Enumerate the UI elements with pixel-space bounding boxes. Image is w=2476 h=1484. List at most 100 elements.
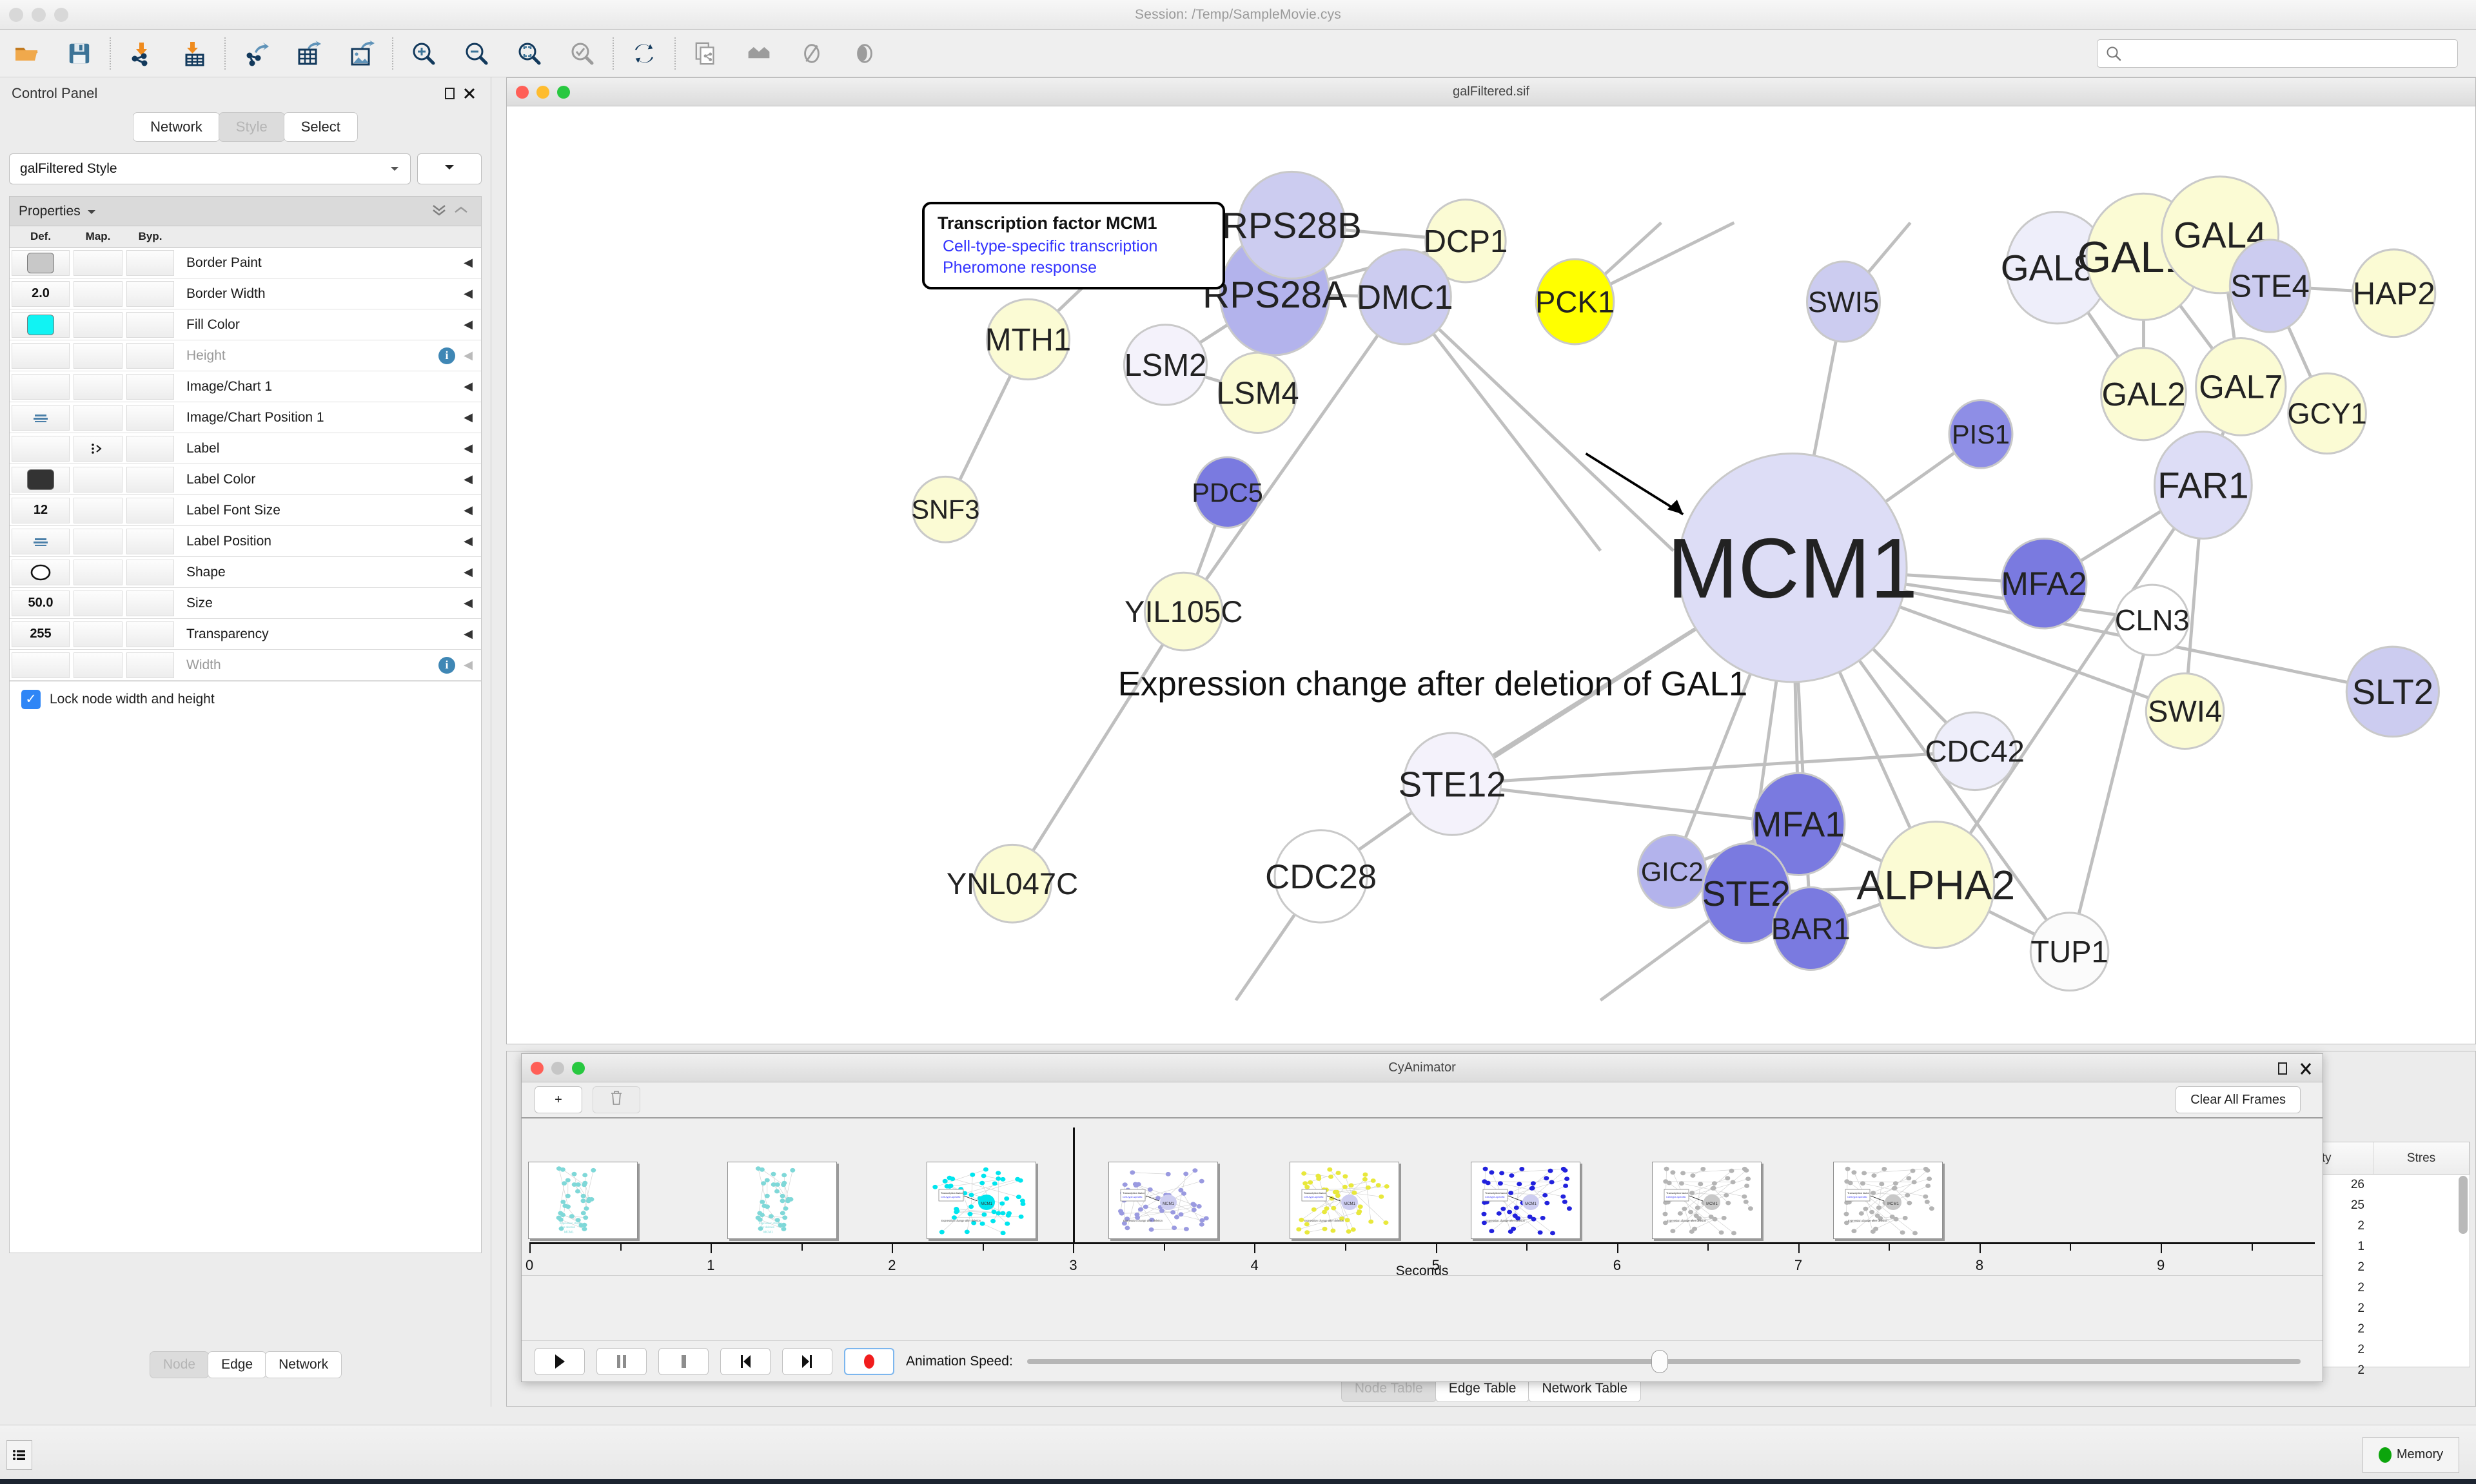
- network-node[interactable]: STE12: [1399, 732, 1506, 836]
- network-node[interactable]: PCK1: [1535, 258, 1615, 346]
- expand-arrow-icon[interactable]: ◀: [464, 380, 473, 393]
- property-row[interactable]: Image/Chart Position 1 ◀: [10, 402, 481, 433]
- style-options-menu-button[interactable]: [417, 153, 482, 184]
- property-bypass-cell[interactable]: [126, 652, 174, 678]
- expand-all-icon[interactable]: [428, 203, 450, 220]
- property-bypass-cell[interactable]: [126, 497, 174, 523]
- open-folder-icon[interactable]: [0, 30, 53, 77]
- column-header-stress[interactable]: Stres: [2373, 1142, 2470, 1174]
- property-default-cell[interactable]: [12, 342, 70, 369]
- cyanimator-timeline[interactable]: Expression change after deletion MCM1 Expre…: [522, 1118, 2323, 1276]
- property-mapping-cell[interactable]: [74, 249, 123, 276]
- status-list-icon[interactable]: [6, 1440, 32, 1470]
- animation-speed-slider[interactable]: [1027, 1349, 2301, 1373]
- property-row[interactable]: Image/Chart 1 ◀: [10, 371, 481, 402]
- property-default-cell[interactable]: [12, 311, 70, 338]
- table-row[interactable]: 1: [2277, 1236, 2470, 1257]
- network-node[interactable]: LSM2: [1123, 324, 1208, 406]
- network-node[interactable]: DMC1: [1357, 248, 1453, 346]
- timeline-frame[interactable]: MCM1 Transcription factor Cell-type-specif…: [927, 1162, 1037, 1239]
- property-row[interactable]: Border Paint ◀: [10, 248, 481, 278]
- network-edge[interactable]: [1404, 295, 1675, 552]
- network-node[interactable]: SWI4: [2145, 672, 2225, 750]
- property-default-cell[interactable]: [12, 652, 70, 678]
- lock-node-size-row[interactable]: ✓ Lock node width and height: [10, 681, 481, 717]
- property-row[interactable]: Height i ◀: [10, 340, 481, 371]
- table-row[interactable]: 2: [2277, 1319, 2470, 1340]
- new-network-icon[interactable]: [680, 30, 732, 77]
- property-mapping-cell[interactable]: [74, 435, 123, 462]
- close-cyanimator-button[interactable]: [531, 1061, 544, 1075]
- property-row[interactable]: Width i ◀: [10, 650, 481, 681]
- record-button[interactable]: [844, 1347, 894, 1375]
- color-swatch[interactable]: [27, 469, 54, 490]
- table-row[interactable]: 26: [2277, 1175, 2470, 1195]
- expand-arrow-icon[interactable]: ◀: [464, 349, 473, 362]
- search-input[interactable]: [2097, 39, 2458, 68]
- property-mapping-cell[interactable]: [74, 652, 123, 678]
- network-node[interactable]: MTH1: [985, 298, 1071, 381]
- property-row[interactable]: Label Color ◀: [10, 464, 481, 495]
- property-default-cell[interactable]: [12, 528, 70, 554]
- tab-node[interactable]: Node: [149, 1351, 210, 1378]
- skip-to-end-button[interactable]: [782, 1347, 832, 1375]
- color-swatch[interactable]: [27, 252, 54, 273]
- timeline-playhead[interactable]: [1073, 1128, 1076, 1244]
- property-bypass-cell[interactable]: [126, 528, 174, 554]
- network-node[interactable]: GIC2: [1637, 834, 1707, 909]
- tab-network-style[interactable]: Network: [265, 1351, 342, 1378]
- network-node[interactable]: YNL047C: [947, 843, 1078, 924]
- property-bypass-cell[interactable]: [126, 311, 174, 338]
- network-edge[interactable]: [1451, 782, 1799, 826]
- property-mapping-cell[interactable]: [74, 280, 123, 307]
- table-row[interactable]: 25: [2277, 1195, 2470, 1216]
- tab-edge[interactable]: Edge: [208, 1351, 267, 1378]
- expand-arrow-icon[interactable]: ◀: [464, 503, 473, 516]
- network-node[interactable]: YIL105C: [1125, 571, 1243, 652]
- network-node[interactable]: ALPHA2: [1856, 821, 2015, 950]
- cyanimator-window-controls[interactable]: [531, 1061, 585, 1075]
- collapse-all-icon[interactable]: [450, 203, 472, 220]
- property-mapping-cell[interactable]: [74, 621, 123, 647]
- expand-arrow-icon[interactable]: ◀: [464, 411, 473, 424]
- property-default-cell[interactable]: 12: [12, 497, 70, 523]
- style-select[interactable]: galFiltered Style: [9, 153, 411, 184]
- network-node[interactable]: TUP1: [2029, 912, 2110, 992]
- clear-all-frames-button[interactable]: Clear All Frames: [2176, 1086, 2301, 1113]
- property-row[interactable]: Label Position ◀: [10, 526, 481, 557]
- network-node[interactable]: PDC5: [1192, 456, 1263, 529]
- timeline-frame[interactable]: MCM1 Transcription factor Cell-type-specif…: [1833, 1162, 1943, 1239]
- hide-icon[interactable]: [785, 30, 838, 77]
- network-node[interactable]: GAL2: [2100, 347, 2187, 442]
- network-edge[interactable]: [1182, 296, 1406, 612]
- network-edge[interactable]: [1452, 749, 1975, 786]
- export-table-icon[interactable]: [282, 30, 335, 77]
- expand-arrow-icon[interactable]: ◀: [464, 442, 473, 454]
- float-panel-icon[interactable]: [440, 84, 460, 103]
- network-node[interactable]: GAL7: [2195, 337, 2287, 436]
- timeline-frame[interactable]: MCM1 Transcription factor Cell-type-specif…: [1651, 1162, 1762, 1239]
- timeline-frame[interactable]: MCM1 Transcription factor Cell-type-specif…: [1108, 1162, 1218, 1239]
- tab-style[interactable]: Style: [218, 112, 285, 142]
- property-default-cell[interactable]: [12, 373, 70, 400]
- property-bypass-cell[interactable]: [126, 435, 174, 462]
- property-mapping-cell[interactable]: [74, 404, 123, 431]
- network-node[interactable]: LSM4: [1217, 351, 1299, 434]
- network-node[interactable]: CLN3: [2114, 583, 2190, 656]
- network-node[interactable]: CDC42: [1925, 711, 2025, 792]
- network-edge[interactable]: [1010, 610, 1185, 884]
- property-default-cell[interactable]: [12, 466, 70, 493]
- maximize-network-window-button[interactable]: [557, 85, 570, 99]
- network-node[interactable]: RPS28A: [1203, 232, 1347, 356]
- refresh-icon[interactable]: [618, 30, 671, 77]
- pause-button[interactable]: [596, 1347, 647, 1375]
- close-panel-icon[interactable]: [460, 84, 479, 103]
- property-row[interactable]: 50.0 Size ◀: [10, 588, 481, 619]
- stop-button[interactable]: [658, 1347, 709, 1375]
- property-row[interactable]: Fill Color ◀: [10, 309, 481, 340]
- export-network-icon[interactable]: [230, 30, 282, 77]
- property-mapping-cell[interactable]: [74, 373, 123, 400]
- property-mapping-cell[interactable]: [74, 342, 123, 369]
- timeline-frame[interactable]: MCM1 Transcription factor Cell-type-specif…: [1470, 1162, 1580, 1239]
- close-window-button[interactable]: [9, 7, 23, 22]
